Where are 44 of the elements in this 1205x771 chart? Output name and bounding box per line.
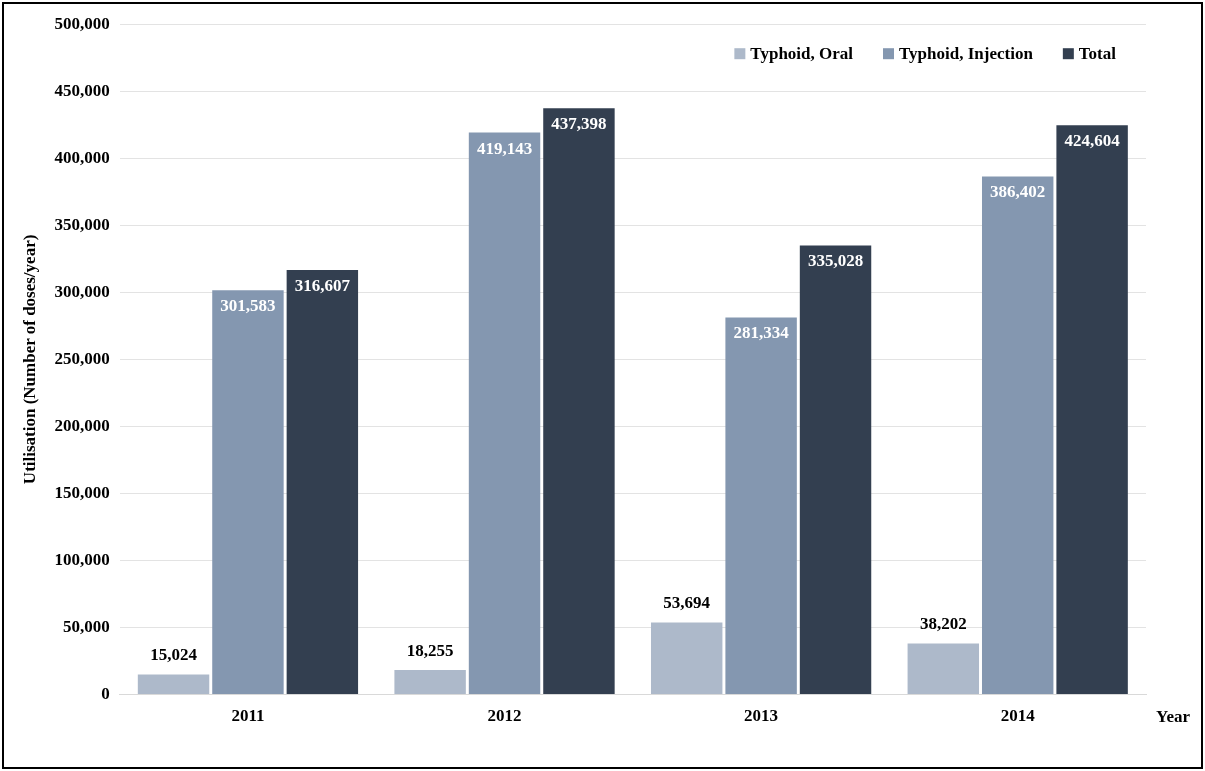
x-tick-label: 2014 [1000, 706, 1036, 726]
bar [212, 290, 284, 695]
data-label: 301,583 [220, 296, 276, 316]
legend-label: Total [1078, 43, 1117, 63]
x-tick-label: 2012 [487, 706, 522, 726]
data-label: 386,402 [990, 182, 1046, 202]
bar [907, 643, 980, 695]
bar [394, 670, 466, 695]
y-tick-label: 500,000 [54, 13, 110, 33]
y-tick-label: 50,000 [62, 616, 110, 636]
data-label: 316,607 [294, 275, 351, 295]
y-tick-label: 400,000 [54, 147, 110, 167]
data-label: 281,334 [733, 323, 790, 343]
x-tick-label: 2013 [744, 706, 779, 726]
data-label: 437,398 [551, 114, 607, 134]
bar [799, 245, 872, 695]
y-tick-label: 300,000 [54, 281, 110, 301]
x-axis-title: Year [1156, 706, 1191, 726]
data-label: 38,202 [919, 614, 967, 634]
bar [650, 622, 723, 695]
bar [543, 108, 615, 695]
bar [1056, 125, 1128, 695]
y-tick-label: 150,000 [54, 482, 110, 502]
bar [981, 176, 1054, 695]
data-label: 335,028 [807, 251, 864, 271]
data-label: 15,024 [150, 645, 198, 665]
y-tick-label: 200,000 [54, 415, 110, 435]
y-axis-title: Utilisation (Number of doses/year) [19, 234, 39, 485]
bar [725, 317, 797, 695]
data-label: 419,143 [476, 138, 533, 158]
y-tick-label: 250,000 [54, 348, 110, 368]
y-tick-label: 450,000 [54, 80, 110, 100]
y-tick-label: 350,000 [54, 214, 110, 234]
y-tick-label: 100,000 [54, 549, 110, 569]
y-tick-label: 0 [101, 683, 110, 703]
data-label: 53,694 [663, 593, 711, 613]
bar [286, 270, 359, 695]
legend-label: Typhoid, Oral [750, 43, 854, 63]
bar [137, 674, 210, 695]
x-tick-label: 2011 [231, 706, 265, 726]
legend-label: Typhoid, Injection [899, 43, 1034, 63]
data-label: 18,255 [406, 641, 454, 661]
bar [468, 132, 541, 695]
data-label: 424,604 [1064, 131, 1121, 151]
